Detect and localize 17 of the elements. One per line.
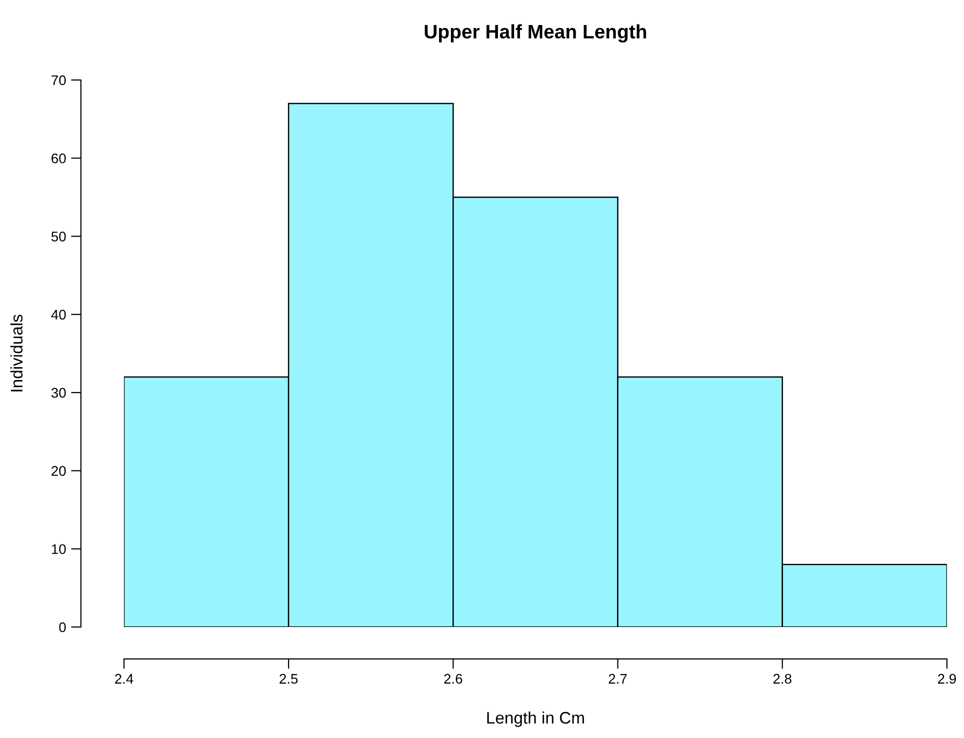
y-tick-label: 70 (52, 75, 66, 86)
chart-title: Upper Half Mean Length (424, 24, 646, 42)
x-tick-label: 2.7 (608, 674, 627, 684)
x-tick-label: 2.4 (115, 674, 134, 684)
x-tick-label: 2.6 (444, 674, 462, 684)
x-tick-label: 2.5 (280, 674, 298, 684)
y-tick-label: 40 (51, 310, 66, 320)
x-tick-label: 2.9 (938, 674, 956, 684)
x-axis-title: Length in Cm (487, 711, 584, 728)
y-tick-label: 60 (52, 153, 66, 164)
y-tick-label: 20 (52, 466, 66, 476)
y-tick-label: 30 (51, 388, 66, 398)
y-tick-label: 10 (52, 544, 66, 554)
y-tick-label: 0 (59, 622, 66, 632)
y-tick-label: 50 (51, 232, 66, 242)
y-axis-title: Individuals (10, 314, 23, 392)
x-tick-label: 2.8 (773, 674, 792, 684)
